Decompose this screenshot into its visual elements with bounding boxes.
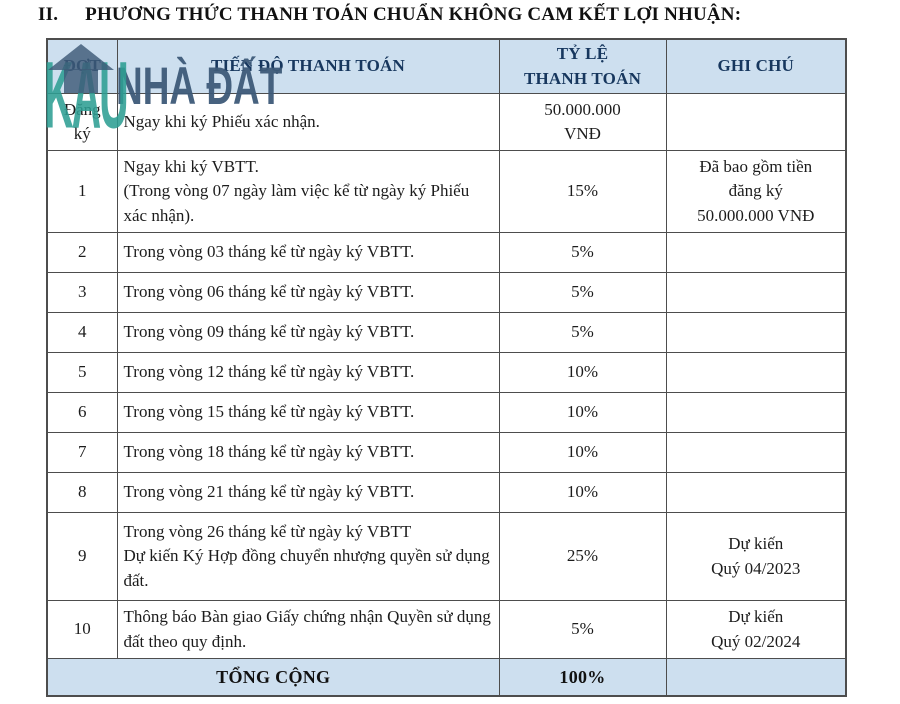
ratio-cell: 10% [498, 432, 667, 474]
total-ratio: 100% [498, 658, 667, 697]
table-row: 4 Trong vòng 09 tháng kể từ ngày ký VBTT… [46, 312, 847, 354]
section-title: II. PHƯƠNG THỨC THANH TOÁN CHUẨN KHÔNG C… [38, 4, 741, 26]
note-cell [665, 392, 847, 434]
ratio-cell: 5% [498, 232, 667, 274]
ratio-cell: 25% [498, 512, 667, 602]
schedule-cell: Trong vòng 12 tháng kể từ ngày ký VBTT. [116, 352, 500, 394]
note-cell [665, 352, 847, 394]
phase-cell: 5 [46, 352, 118, 394]
note-cell [665, 472, 847, 514]
note-cell: Đã bao gồm tiền đăng ký 50.000.000 VNĐ [665, 150, 847, 234]
table-row: 10 Thông báo Bàn giao Giấy chứng nhận Qu… [46, 600, 847, 660]
schedule-cell: Trong vòng 03 tháng kể từ ngày ký VBTT. [116, 232, 500, 274]
note-cell [665, 232, 847, 274]
schedule-cell: Trong vòng 15 tháng kể từ ngày ký VBTT. [116, 392, 500, 434]
note-cell [665, 93, 847, 152]
schedule-cell: Ngay khi ký Phiếu xác nhận. [116, 93, 500, 152]
header-row: ĐỢT TIẾN ĐỘ THANH TOÁN TỶ LỆ THANH TOÁN … [46, 38, 847, 95]
table-row: 7 Trong vòng 18 tháng kể từ ngày ký VBTT… [46, 432, 847, 474]
total-row: TỔNG CỘNG 100% [46, 658, 847, 697]
phase-cell: 9 [46, 512, 118, 602]
phase-cell: 1 [46, 150, 118, 234]
phase-cell: 3 [46, 272, 118, 314]
ratio-cell: 5% [498, 600, 667, 660]
ratio-cell: 10% [498, 472, 667, 514]
total-label: TỔNG CỘNG [46, 658, 500, 697]
ratio-cell: 10% [498, 352, 667, 394]
phase-cell: 2 [46, 232, 118, 274]
table-row: 2 Trong vòng 03 tháng kể từ ngày ký VBTT… [46, 232, 847, 274]
phase-cell: 4 [46, 312, 118, 354]
phase-cell: 7 [46, 432, 118, 474]
col-header-note: GHI CHÚ [665, 38, 847, 95]
ratio-cell: 15% [498, 150, 667, 234]
col-header-schedule: TIẾN ĐỘ THANH TOÁN [116, 38, 500, 95]
table-row: 3 Trong vòng 06 tháng kể từ ngày ký VBTT… [46, 272, 847, 314]
schedule-cell: Trong vòng 21 tháng kể từ ngày ký VBTT. [116, 472, 500, 514]
table-row: 5 Trong vòng 12 tháng kể từ ngày ký VBTT… [46, 352, 847, 394]
note-cell [665, 272, 847, 314]
schedule-cell: Trong vòng 06 tháng kể từ ngày ký VBTT. [116, 272, 500, 314]
col-header-ratio: TỶ LỆ THANH TOÁN [498, 38, 667, 95]
col-header-phase: ĐỢT [46, 38, 118, 95]
table-row: 9 Trong vòng 26 tháng kể từ ngày ký VBTT… [46, 512, 847, 602]
table-row: Đăng ký Ngay khi ký Phiếu xác nhận. 50.0… [46, 93, 847, 152]
table-row: 1 Ngay khi ký VBTT. (Trong vòng 07 ngày … [46, 150, 847, 234]
total-note [665, 658, 847, 697]
ratio-cell: 5% [498, 312, 667, 354]
ratio-cell: 10% [498, 392, 667, 434]
note-cell [665, 312, 847, 354]
section-title-text: PHƯƠNG THỨC THANH TOÁN CHUẨN KHÔNG CAM K… [85, 4, 742, 25]
schedule-cell: Trong vòng 18 tháng kể từ ngày ký VBTT. [116, 432, 500, 474]
schedule-cell: Trong vòng 09 tháng kể từ ngày ký VBTT. [116, 312, 500, 354]
table-row: 6 Trong vòng 15 tháng kể từ ngày ký VBTT… [46, 392, 847, 434]
ratio-cell: 5% [498, 272, 667, 314]
note-cell: Dự kiến Quý 04/2023 [665, 512, 847, 602]
note-cell [665, 432, 847, 474]
phase-cell: 8 [46, 472, 118, 514]
note-cell: Dự kiến Quý 02/2024 [665, 600, 847, 660]
schedule-cell: Ngay khi ký VBTT. (Trong vòng 07 ngày là… [116, 150, 500, 234]
ratio-cell: 50.000.000 VNĐ [498, 93, 667, 152]
schedule-cell: Thông báo Bàn giao Giấy chứng nhận Quyền… [116, 600, 500, 660]
phase-cell: 10 [46, 600, 118, 660]
section-numeral: II. [38, 4, 59, 25]
schedule-cell: Trong vòng 26 tháng kể từ ngày ký VBTT D… [116, 512, 500, 602]
phase-cell: Đăng ký [46, 93, 118, 152]
phase-cell: 6 [46, 392, 118, 434]
payment-schedule-table: ĐỢT TIẾN ĐỘ THANH TOÁN TỶ LỆ THANH TOÁN … [46, 38, 847, 697]
table-row: 8 Trong vòng 21 tháng kể từ ngày ký VBTT… [46, 472, 847, 514]
